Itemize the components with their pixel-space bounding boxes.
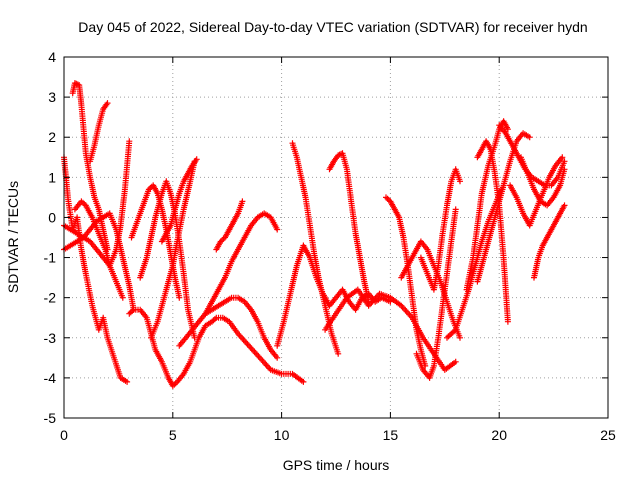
series-sat-v: [417, 166, 463, 293]
series-sat-z: [474, 130, 533, 285]
grid-lines: [64, 57, 608, 418]
data-point: [104, 100, 111, 107]
y-tick-label: 1: [48, 169, 56, 185]
x-tick-label: 5: [169, 427, 177, 443]
data-point: [561, 166, 568, 173]
data-point: [559, 154, 566, 161]
series-sat-l: [176, 294, 281, 361]
series-sat-e: [61, 210, 137, 313]
series-sat-t: [398, 238, 463, 341]
x-tick-label: 20: [491, 427, 507, 443]
data-point: [274, 226, 281, 233]
y-tick-label: 3: [48, 89, 56, 105]
data-point: [452, 206, 459, 213]
series-sat-s: [383, 194, 429, 369]
y-tick-label: -2: [44, 290, 57, 306]
series-sat-c: [87, 100, 111, 165]
series-sat-g: [126, 306, 307, 389]
data-point: [504, 318, 511, 325]
y-tick-label: -5: [44, 410, 57, 426]
data-point: [335, 350, 342, 357]
data-point: [126, 138, 133, 145]
x-tick-label: 0: [60, 427, 68, 443]
series-sat-f: [71, 198, 126, 301]
data-point: [239, 198, 246, 205]
data-point: [119, 294, 126, 301]
y-tick-label: -1: [44, 250, 57, 266]
data-point: [457, 334, 463, 341]
series-sat-m: [202, 210, 281, 317]
data-point: [191, 334, 198, 341]
x-tick-label: 15: [383, 427, 399, 443]
chart-title: Day 045 of 2022, Sidereal Day-to-day VTE…: [78, 19, 587, 35]
x-tick-label: 10: [274, 427, 290, 443]
series-sat-k: [158, 156, 200, 245]
series-sat-ab: [507, 154, 566, 229]
axis-ticks: 0 5 10 15 20 25 -5 -4 -3 -2 -1 0 1 2 3 4: [44, 49, 616, 443]
data-point: [274, 354, 281, 361]
x-tick-label: 25: [600, 427, 616, 443]
data-point: [124, 378, 131, 385]
data-point: [452, 358, 459, 365]
series-sat-aa: [496, 122, 568, 189]
series-sat-ad: [531, 202, 568, 281]
y-axis-label: SDTVAR / TECUs: [5, 181, 21, 293]
y-tick-label: -4: [44, 370, 57, 386]
series-sat-q: [326, 150, 372, 305]
data-point: [457, 178, 463, 185]
y-tick-label: -3: [44, 330, 57, 346]
data-point: [561, 158, 568, 165]
series-sat-d: [61, 138, 133, 269]
y-tick-label: 4: [48, 49, 56, 65]
data-point: [526, 134, 533, 141]
data-point: [193, 156, 200, 163]
series-sat-n: [213, 198, 246, 253]
data-point: [504, 126, 511, 133]
y-tick-label: 0: [48, 209, 56, 225]
series-sat-ac: [518, 154, 568, 209]
series-sat-j: [148, 158, 198, 341]
x-axis-label: GPS time / hours: [283, 457, 390, 473]
series-sat-u: [413, 206, 459, 381]
series-sat-p: [289, 140, 342, 357]
data-point: [176, 294, 183, 301]
data-point: [561, 202, 568, 209]
data-point: [300, 378, 307, 385]
data-points: [61, 80, 568, 389]
plot-frame: [63, 56, 609, 419]
y-tick-label: 2: [48, 129, 56, 145]
